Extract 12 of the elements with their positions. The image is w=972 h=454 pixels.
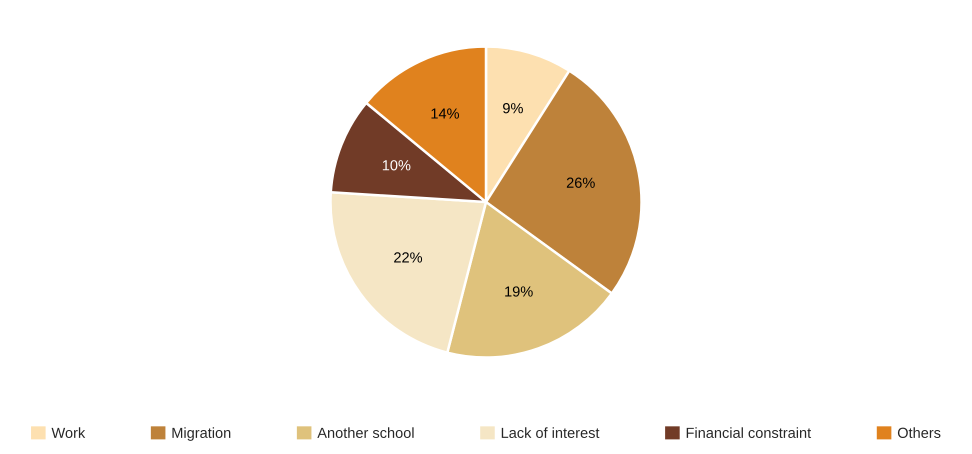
legend-label: Lack of interest xyxy=(502,427,600,438)
data-label: 19% xyxy=(505,286,533,297)
data-label: 22% xyxy=(394,252,422,263)
legend-label: Another school xyxy=(317,427,414,438)
data-label: 9% xyxy=(503,103,523,114)
legend-label: Financial constraint xyxy=(686,427,812,438)
legend-label: Work xyxy=(52,427,86,438)
legend-label: Migration xyxy=(172,427,230,441)
data-label: 10% xyxy=(382,160,410,170)
data-label: 14% xyxy=(431,108,460,119)
data-label: 26% xyxy=(566,178,595,188)
legend-label: Others xyxy=(898,427,940,438)
